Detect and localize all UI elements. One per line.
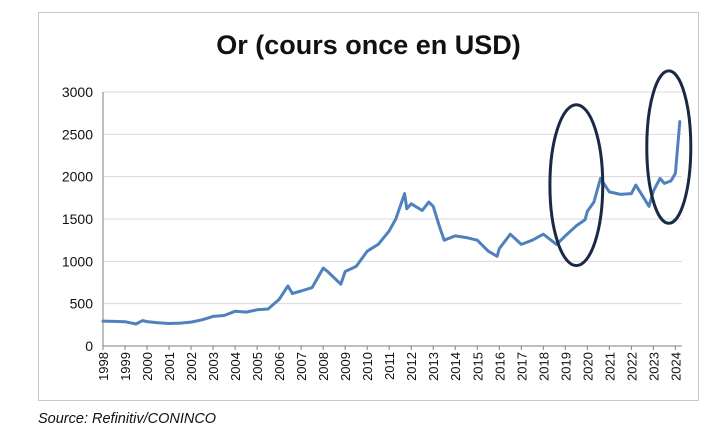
- x-tick-label: 2008: [316, 352, 331, 381]
- x-tick-label: 1999: [118, 352, 133, 381]
- highlight-ellipse: [645, 69, 693, 225]
- x-tick-label: 2018: [536, 352, 551, 381]
- y-tick-label: 0: [85, 338, 93, 354]
- chart-title: Or (cours once en USD): [216, 30, 521, 60]
- x-tick-label: 2021: [602, 352, 617, 381]
- x-tick-label: 2020: [580, 352, 595, 381]
- x-tick-label: 2003: [206, 352, 221, 381]
- x-tick-label: 2000: [140, 352, 155, 381]
- x-tick-label: 2011: [382, 352, 397, 380]
- x-tick-label: 1998: [96, 352, 111, 381]
- x-tick-label: 2019: [558, 352, 573, 381]
- x-tick-label: 2001: [162, 352, 177, 381]
- x-tick-label: 2017: [514, 352, 529, 381]
- x-tick-label: 2004: [228, 352, 243, 381]
- x-tick-label: 2002: [184, 352, 199, 381]
- y-tick-label: 1000: [62, 253, 93, 269]
- x-tick-label: 2012: [404, 352, 419, 381]
- x-tick-label: 2015: [470, 352, 485, 381]
- x-tick-label: 2006: [272, 352, 287, 381]
- x-tick-label: 2014: [448, 352, 463, 381]
- y-tick-label: 2500: [62, 126, 93, 142]
- y-tick-label: 500: [70, 296, 94, 312]
- y-tick-label: 1500: [62, 211, 93, 227]
- y-tick-label: 2000: [62, 169, 93, 185]
- x-tick-label: 2010: [360, 352, 375, 381]
- x-tick-label: 2007: [294, 352, 309, 381]
- highlight-ellipse: [548, 103, 605, 268]
- x-tick-label: 2013: [426, 352, 441, 381]
- x-tick-label: 2024: [668, 352, 683, 381]
- series-line: [101, 120, 682, 326]
- chart-frame: [38, 12, 699, 401]
- y-tick-label: 3000: [62, 84, 93, 100]
- x-tick-label: 2005: [250, 352, 265, 381]
- x-tick-label: 2009: [338, 352, 353, 381]
- x-tick-label: 2022: [624, 352, 639, 381]
- source-note: Source: Refinitiv/CONINCO: [38, 411, 217, 427]
- x-tick-label: 2023: [646, 352, 661, 381]
- x-tick-label: 2016: [492, 352, 507, 381]
